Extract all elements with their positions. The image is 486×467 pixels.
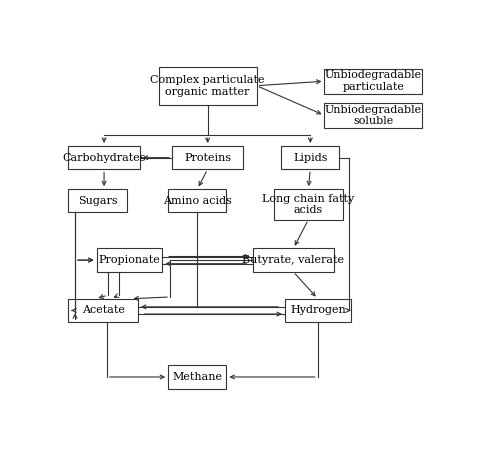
Text: Proteins: Proteins (184, 153, 231, 163)
Bar (325, 69, 422, 94)
Text: Lipids: Lipids (293, 153, 328, 163)
Text: Long chain fatty
acids: Long chain fatty acids (262, 193, 354, 215)
Bar (68, 146, 140, 170)
Text: Amino acids: Amino acids (163, 196, 232, 206)
Text: Unbiodegradable
soluble: Unbiodegradable soluble (325, 105, 422, 126)
Text: Methane: Methane (172, 372, 222, 382)
Bar (172, 146, 243, 170)
Text: Complex particulate
organic matter: Complex particulate organic matter (150, 75, 265, 97)
Text: Sugars: Sugars (78, 196, 117, 206)
Bar (68, 189, 127, 212)
Bar (325, 103, 422, 128)
Bar (68, 299, 138, 322)
Text: Unbiodegradable
particulate: Unbiodegradable particulate (325, 71, 422, 92)
Bar (285, 299, 351, 322)
Bar (281, 146, 339, 170)
Bar (168, 365, 226, 389)
Bar (158, 67, 257, 105)
Text: Hydrogen: Hydrogen (290, 305, 346, 315)
Bar (253, 248, 334, 272)
Text: Acetate: Acetate (82, 305, 124, 315)
Text: Carbohydrates: Carbohydrates (62, 153, 146, 163)
Bar (274, 189, 343, 219)
Bar (97, 248, 162, 272)
Bar (168, 189, 226, 212)
Text: Propionate: Propionate (99, 255, 160, 265)
Text: Butyrate, valerate: Butyrate, valerate (243, 255, 345, 265)
